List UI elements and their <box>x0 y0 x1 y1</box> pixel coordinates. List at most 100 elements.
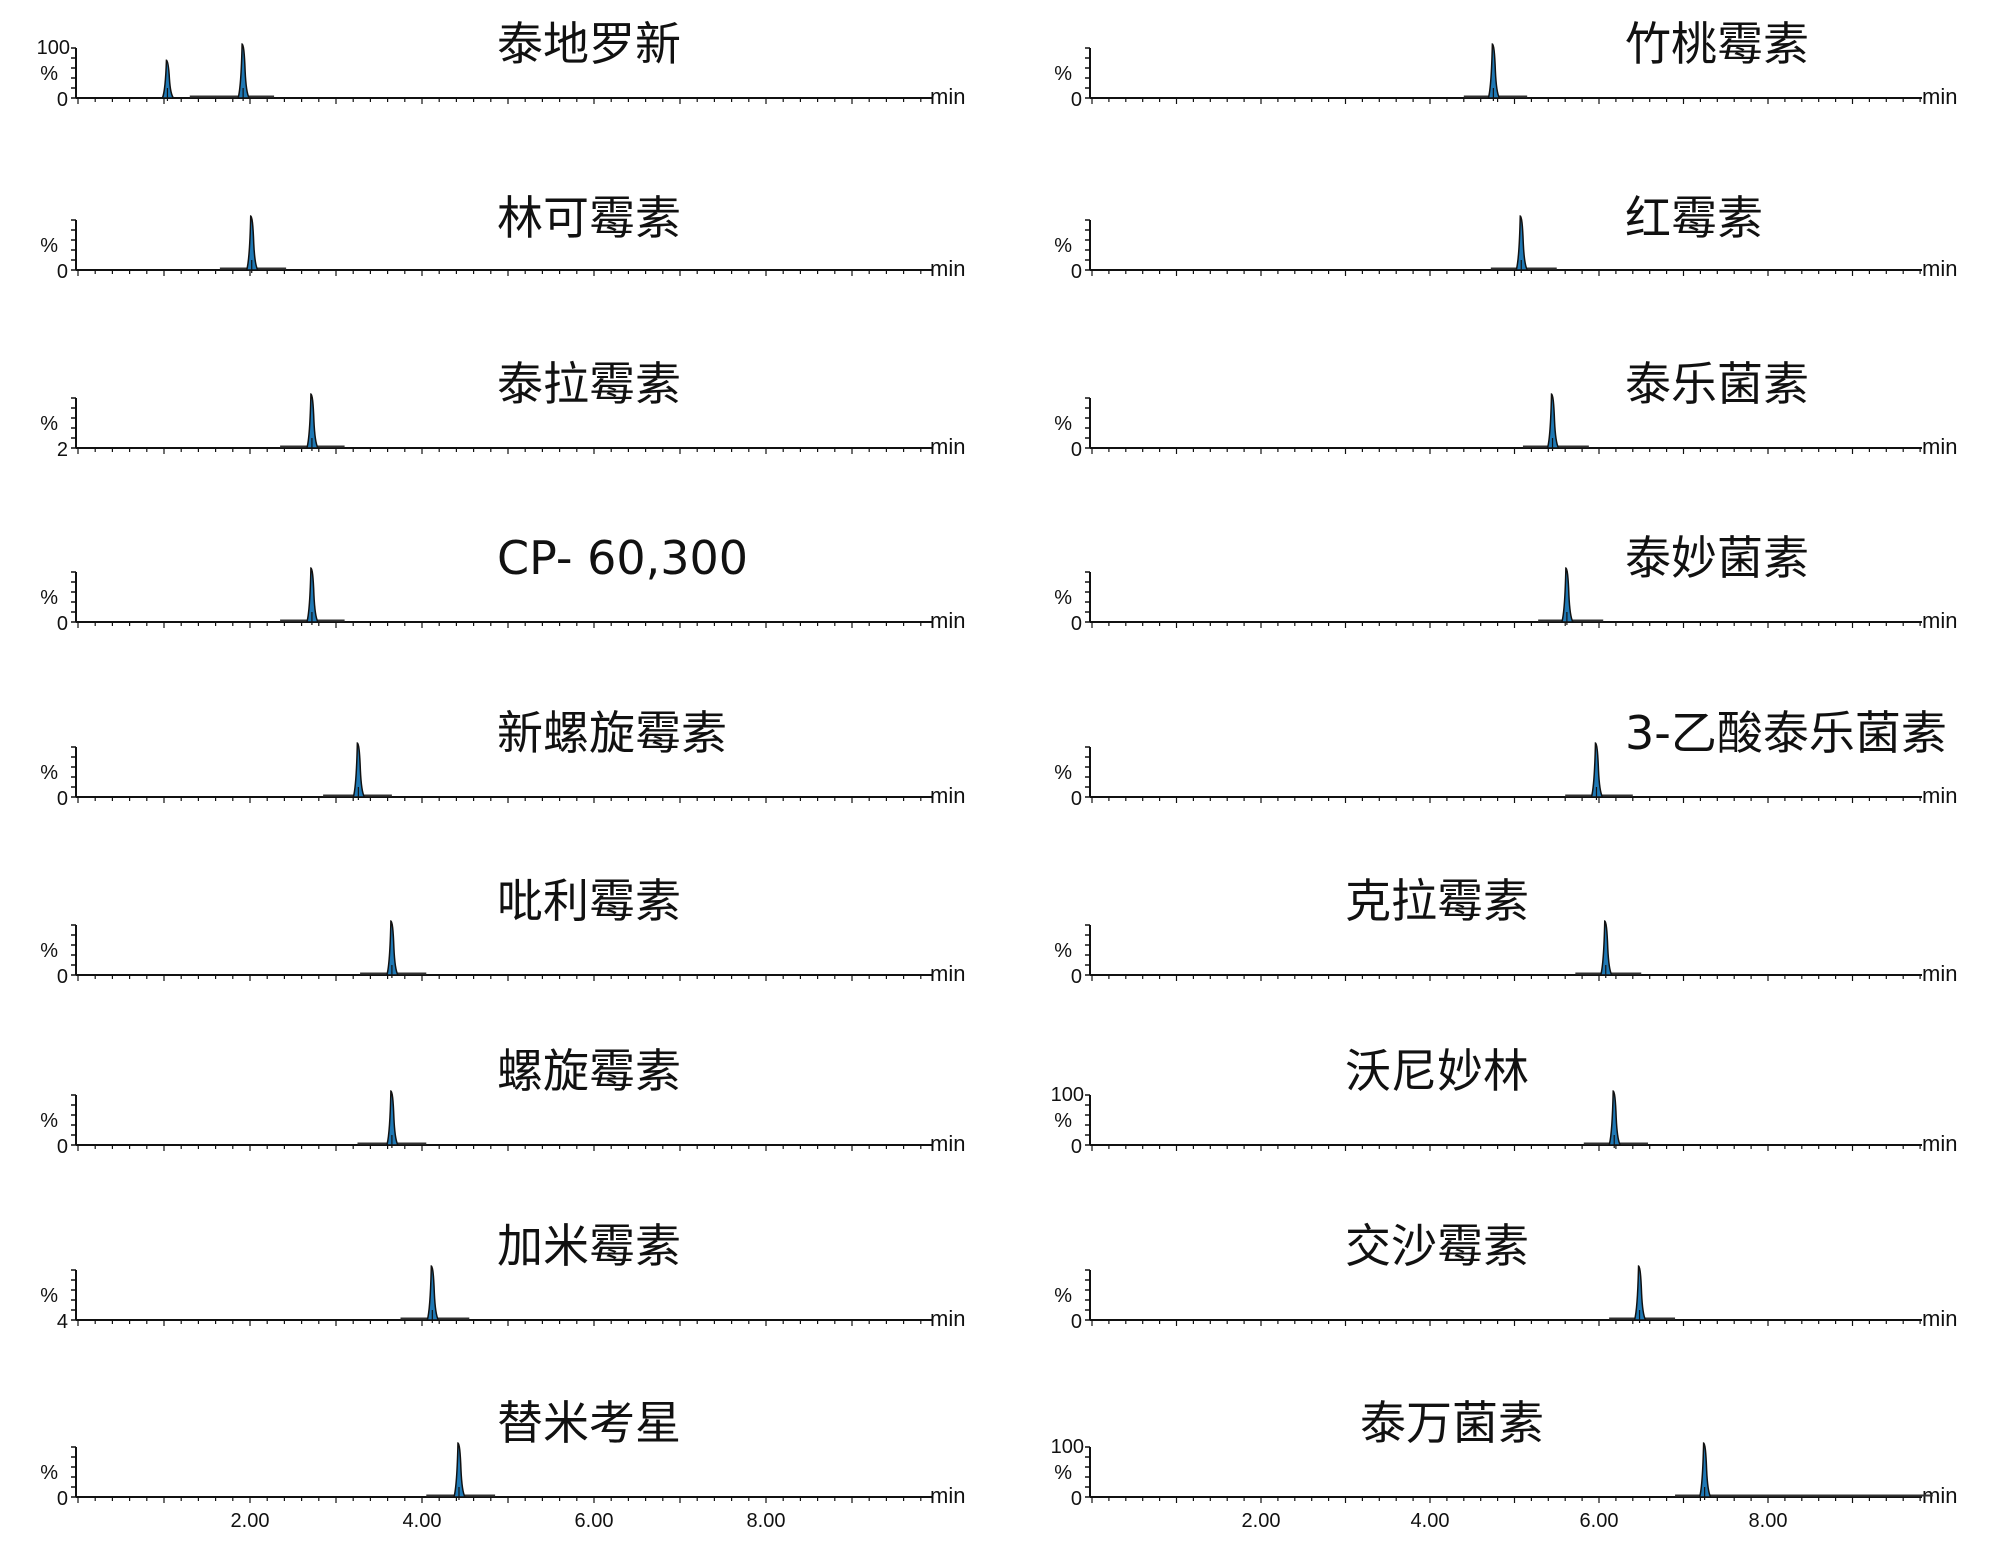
peak <box>305 567 320 623</box>
y-unit-label: % <box>40 235 58 257</box>
peak <box>1515 215 1529 271</box>
peak <box>1560 567 1575 623</box>
chromatogram-panel: 加米霉素% 4 min <box>40 1219 965 1333</box>
y-bottom-label: 0 <box>1071 89 1082 111</box>
x-tick-label: 6.00 <box>1580 1510 1619 1532</box>
y-unit-label: % <box>40 1462 58 1484</box>
x-tick-label: 4.00 <box>403 1510 442 1532</box>
y-bottom-label: 0 <box>1071 439 1082 461</box>
peak <box>426 1265 440 1321</box>
panel-title: 林可霉素 <box>497 191 681 245</box>
panel-title: 泰地罗新 <box>497 17 681 71</box>
x-unit-label: min <box>1922 1131 1957 1156</box>
y-bottom-label: 0 <box>57 1136 68 1158</box>
x-unit-label: min <box>1922 434 1957 459</box>
x-tick-label: 6.00 <box>575 1510 614 1532</box>
y-unit-label: % <box>1054 940 1072 962</box>
x-tick-label: 2.00 <box>231 1510 270 1532</box>
y-unit-label: % <box>40 63 58 85</box>
peak <box>1546 393 1560 449</box>
panel-title: 新螺旋霉素 <box>497 706 727 760</box>
y-bottom-label: 0 <box>57 89 68 111</box>
peak <box>1698 1442 1712 1498</box>
x-unit-label: min <box>1922 608 1957 633</box>
panel-title: 3-乙酸泰乐菌素 <box>1625 706 1947 760</box>
chromatogram-panel: 沃尼妙林 100% 0 min <box>1051 1044 1958 1158</box>
y-unit-label: % <box>40 587 58 609</box>
x-unit-label: min <box>930 1483 965 1508</box>
y-top-label: 100 <box>1051 1084 1084 1106</box>
peak <box>352 742 366 798</box>
peak <box>1487 43 1501 99</box>
peak <box>1599 920 1614 976</box>
chromatogram-panel: 吡利霉素% 0 min <box>40 874 965 988</box>
x-unit-label: min <box>930 434 965 459</box>
panel-title: 竹桃霉素 <box>1625 17 1809 71</box>
y-bottom-label: 0 <box>1071 1311 1082 1333</box>
peak <box>237 43 251 99</box>
x-tick-label: 8.00 <box>747 1510 786 1532</box>
panel-title: 吡利霉素 <box>497 874 681 928</box>
y-unit-label: % <box>1054 1110 1072 1132</box>
peak <box>1608 1090 1622 1146</box>
y-bottom-label: 0 <box>1071 613 1082 635</box>
panel-title: 沃尼妙林 <box>1345 1044 1529 1098</box>
x-unit-label: min <box>1922 961 1957 986</box>
panel-title: 克拉霉素 <box>1345 874 1529 928</box>
x-unit-label: min <box>1922 783 1957 808</box>
y-bottom-label: 0 <box>57 613 68 635</box>
y-bottom-label: 0 <box>57 261 68 283</box>
y-bottom-label: 4 <box>57 1311 68 1333</box>
panel-title: 红霉素 <box>1625 191 1763 245</box>
chromatogram-panel: CP- 60,300% 0 min <box>40 531 965 635</box>
y-unit-label: % <box>1054 587 1072 609</box>
y-bottom-label: 0 <box>57 966 68 988</box>
x-unit-label: min <box>1922 84 1957 109</box>
x-unit-label: min <box>930 608 965 633</box>
chromatogram-panel: 泰乐菌素% 0 min <box>1054 357 1957 461</box>
peak <box>385 1090 400 1146</box>
y-unit-label: % <box>40 413 58 435</box>
x-unit-label: min <box>930 961 965 986</box>
y-unit-label: % <box>40 762 58 784</box>
y-bottom-label: 0 <box>1071 966 1082 988</box>
y-unit-label: % <box>1054 762 1072 784</box>
chromatogram-panel: 螺旋霉素% 0 min <box>40 1044 965 1158</box>
peak <box>1590 742 1604 798</box>
y-bottom-label: 0 <box>1071 261 1082 283</box>
peak <box>245 215 259 271</box>
peak <box>385 920 400 976</box>
x-unit-label: min <box>930 783 965 808</box>
panel-title: 螺旋霉素 <box>497 1044 681 1098</box>
chromatogram-panel: 竹桃霉素% 0 min <box>1054 17 1957 111</box>
chromatogram-panel: 3-乙酸泰乐菌素% 0 min <box>1054 706 1957 810</box>
peak <box>305 393 320 449</box>
chromatogram-panel: 林可霉素% 0 min <box>40 191 965 283</box>
y-unit-label: % <box>1054 1285 1072 1307</box>
chromatogram-panel: 克拉霉素% 0 min <box>1054 874 1957 988</box>
chromatogram-panel: 泰拉霉素% 2 min <box>40 357 965 461</box>
panel-title: CP- 60,300 <box>497 531 748 585</box>
x-unit-label: min <box>930 84 965 109</box>
x-tick-label: 4.00 <box>1411 1510 1450 1532</box>
chromatogram-panel: 新螺旋霉素% 0 min <box>40 706 965 810</box>
y-top-label: 100 <box>1051 1436 1084 1458</box>
y-top-label: 100 <box>37 37 70 59</box>
y-unit-label: % <box>40 1110 58 1132</box>
chromatogram-panel: 泰地罗新 100% 0 min <box>37 17 966 111</box>
x-unit-label: min <box>1922 256 1957 281</box>
y-bottom-label: 0 <box>57 1488 68 1510</box>
x-unit-label: min <box>930 256 965 281</box>
y-bottom-label: 0 <box>1071 788 1082 810</box>
panel-title: 泰拉霉素 <box>497 357 681 411</box>
y-unit-label: % <box>1054 1462 1072 1484</box>
chromatogram-panel: 红霉素% 0 min <box>1054 191 1957 283</box>
y-unit-label: % <box>40 940 58 962</box>
chromatogram-panel: 替米考星% 0 min 2.00 4.00 6.00 8.00 <box>40 1396 965 1532</box>
x-tick-label: 8.00 <box>1749 1510 1788 1532</box>
panel-title: 泰妙菌素 <box>1625 531 1809 585</box>
x-tick-label: 2.00 <box>1242 1510 1281 1532</box>
y-bottom-label: 0 <box>1071 1488 1082 1510</box>
